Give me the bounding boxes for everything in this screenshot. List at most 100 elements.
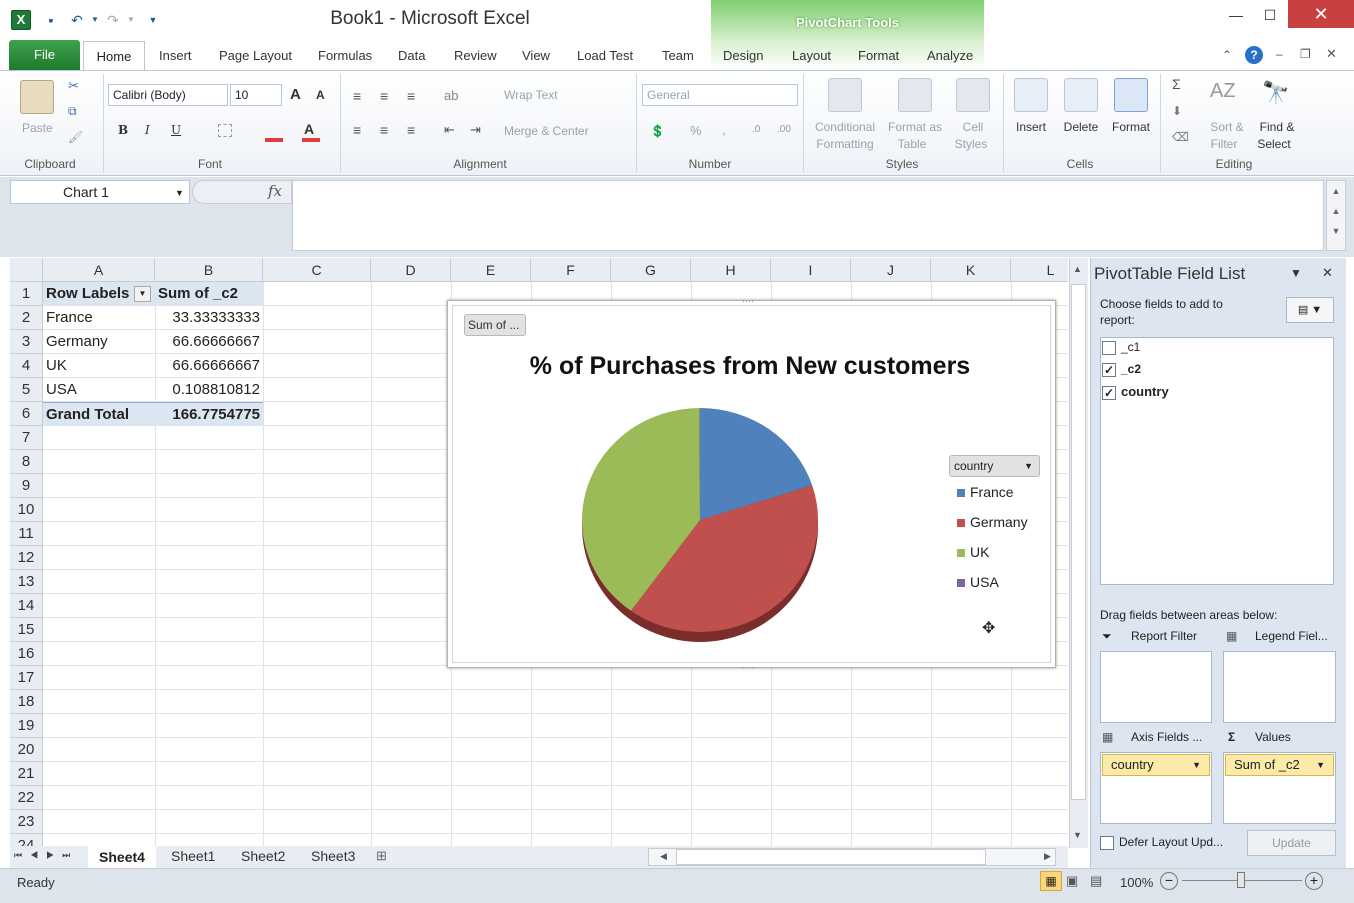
format-cells-button[interactable]: Format (1111, 120, 1150, 134)
paste-icon[interactable] (20, 80, 54, 114)
zoom-level[interactable]: 100% (1120, 875, 1154, 890)
scroll-down-icon[interactable]: ▼ (1073, 830, 1082, 840)
sort-filter-label-2[interactable]: Filter (1210, 137, 1238, 151)
currency-icon[interactable]: 💲 (650, 124, 665, 138)
tab-design[interactable]: Design (723, 48, 764, 63)
tab-page-layout[interactable]: Page Layout (219, 48, 293, 63)
report-filter-area[interactable] (1100, 651, 1212, 723)
undo-dropdown-icon[interactable]: ▼ (91, 15, 99, 24)
format-as-table-label[interactable]: Format as (887, 120, 942, 134)
row-header[interactable]: 24 (10, 834, 43, 846)
row-header[interactable]: 1 (10, 282, 43, 306)
pivot-row-value[interactable]: 66.66666667 (172, 333, 260, 350)
save-icon[interactable]: ▪ (48, 12, 54, 28)
tab-insert[interactable]: Insert (159, 48, 192, 63)
font-name-combo[interactable]: Calibri (Body) (108, 84, 228, 106)
page-break-view-icon[interactable]: ▤ (1090, 873, 1103, 888)
font-size-combo[interactable]: 10 (230, 84, 282, 106)
pie-plot[interactable] (570, 400, 830, 650)
align-top-icon[interactable]: ≡ (353, 88, 362, 104)
defer-layout-checkbox[interactable] (1100, 835, 1114, 850)
sort-filter-label[interactable]: Sort & (1210, 120, 1244, 134)
pie-slice-germany[interactable] (630, 485, 818, 632)
chart-resize-handle-bottom[interactable]: ···· (742, 662, 754, 672)
row-header[interactable]: 11 (10, 522, 43, 546)
minimize-ribbon-icon[interactable]: ⌃ (1222, 48, 1233, 62)
insert-sheet-icon[interactable]: ⊞ (376, 848, 387, 863)
sheet-tab[interactable]: Sheet2 (241, 848, 286, 864)
name-box[interactable]: Chart 1 (10, 180, 190, 204)
sheet-tab-active[interactable]: Sheet4 (88, 846, 156, 868)
insert-cells-icon[interactable] (1014, 78, 1048, 112)
fill-color-icon[interactable] (265, 138, 283, 142)
orientation-icon[interactable]: ab (444, 88, 459, 103)
cell-styles-icon[interactable] (956, 78, 990, 112)
page-layout-view-icon[interactable]: ▣ (1066, 873, 1079, 888)
select-all-corner[interactable] (10, 258, 43, 282)
format-as-table-icon[interactable] (898, 78, 932, 112)
decrease-decimal-icon[interactable]: .00 (777, 124, 791, 135)
row-header[interactable]: 17 (10, 666, 43, 690)
formula-bar-handle[interactable] (192, 180, 292, 204)
formula-input[interactable] (292, 180, 1324, 251)
excel-logo-icon[interactable]: X (11, 10, 31, 30)
legend-entry[interactable]: USA (957, 574, 999, 590)
italic-button[interactable]: I (145, 123, 150, 137)
row-header[interactable]: 23 (10, 810, 43, 834)
delete-cells-icon[interactable] (1064, 78, 1098, 112)
chart-resize-handle-top[interactable]: ···· (742, 296, 754, 306)
find-select-icon[interactable]: 🔭 (1262, 80, 1290, 105)
format-cells-icon[interactable] (1114, 78, 1148, 112)
row-header[interactable]: 21 (10, 762, 43, 786)
conditional-formatting-label-2[interactable]: Formatting (816, 137, 874, 151)
vertical-scroll-thumb[interactable] (1071, 284, 1086, 800)
column-header[interactable]: K (931, 258, 1011, 282)
clear-icon[interactable]: ⌫ (1172, 130, 1189, 144)
field-item[interactable]: ✓ country (1102, 384, 1169, 400)
row-labels-filter-dropdown-icon[interactable]: ▼ (134, 286, 151, 302)
wrap-text-button[interactable]: Wrap Text (504, 88, 558, 102)
row-header[interactable]: 9 (10, 474, 43, 498)
row-header[interactable]: 7 (10, 426, 43, 450)
legend-field-button[interactable]: country ▼ (949, 455, 1040, 477)
redo-icon[interactable]: ↷ (107, 12, 119, 28)
chart-value-field-button[interactable]: Sum of ... (464, 314, 526, 336)
defer-layout-checkbox-row[interactable]: Defer Layout Upd... (1100, 835, 1223, 850)
sheet-tab[interactable]: Sheet3 (311, 848, 356, 864)
pivot-row-value[interactable]: 33.33333333 (172, 309, 260, 326)
insert-function-button[interactable]: fx (268, 182, 283, 200)
format-as-table-label-2[interactable]: Table (897, 137, 927, 151)
tab-layout[interactable]: Layout (792, 48, 832, 63)
sheet-nav-icons[interactable]: ⏮◀▶⏭ (14, 850, 79, 860)
legend-entry[interactable]: UK (957, 544, 989, 560)
tab-analyze[interactable]: Analyze (927, 48, 974, 63)
delete-cells-button[interactable]: Delete (1063, 120, 1099, 134)
minimize-button[interactable]: — (1229, 7, 1243, 23)
row-header[interactable]: 3 (10, 330, 43, 354)
decrease-indent-icon[interactable]: ⇤ (444, 122, 455, 137)
cell-styles-label-2[interactable]: Styles (954, 137, 988, 151)
legend-entry[interactable]: Germany (957, 514, 1028, 530)
row-header[interactable]: 12 (10, 546, 43, 570)
merge-center-button[interactable]: Merge & Center (504, 124, 589, 138)
align-right-icon[interactable]: ≡ (407, 122, 416, 138)
panel-close-icon[interactable]: ✕ (1322, 265, 1333, 280)
cell-styles-label[interactable]: Cell (962, 120, 984, 134)
customize-qat-icon[interactable]: ▼ (148, 15, 158, 25)
column-header[interactable]: A (43, 258, 155, 282)
font-color-icon[interactable]: A (304, 121, 315, 137)
pivot-row-label[interactable]: USA (46, 381, 77, 398)
conditional-formatting-label[interactable]: Conditional (814, 120, 876, 134)
tab-view[interactable]: View (522, 48, 550, 63)
grow-font-icon[interactable]: A (290, 86, 301, 103)
workbook-close-icon[interactable]: ✕ (1326, 46, 1337, 61)
align-center-icon[interactable]: ≡ (380, 122, 389, 138)
find-select-label-2[interactable]: Select (1257, 137, 1291, 151)
field-list-layout-icon[interactable]: ▤ ▼ (1286, 297, 1334, 323)
align-left-icon[interactable]: ≡ (353, 122, 362, 138)
axis-field-chip[interactable]: country ▼ (1102, 754, 1210, 776)
percent-button[interactable]: % (690, 123, 702, 138)
pivot-row-value[interactable]: 0.108810812 (172, 381, 260, 398)
field-checkbox[interactable]: ✓ (1102, 362, 1116, 377)
row-header[interactable]: 14 (10, 594, 43, 618)
